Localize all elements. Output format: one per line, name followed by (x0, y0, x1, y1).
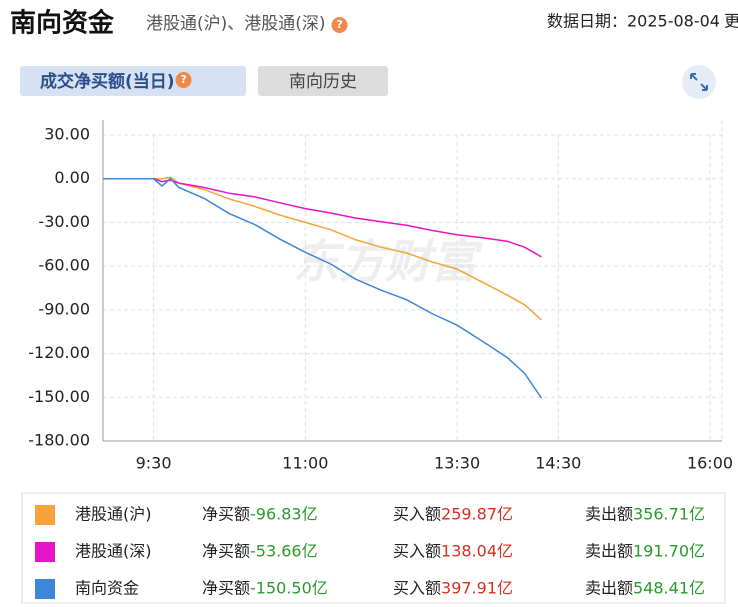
summary-sell-label: 卖出额 (585, 505, 633, 524)
subtitle: 港股通(沪)、港股通(深) (146, 14, 326, 34)
series-line (103, 177, 543, 399)
y-tick-label: -150.00 (28, 387, 90, 406)
help-icon (175, 72, 192, 88)
y-tick-label: -120.00 (28, 343, 90, 362)
x-tick-label: 14:30 (535, 454, 581, 473)
summary-buy-label: 买入额 (393, 579, 441, 598)
series-line (103, 177, 542, 258)
x-tick-label: 9:30 (136, 454, 172, 473)
legend-label: 港股通(深) (75, 542, 152, 561)
y-tick-label: -180.00 (28, 431, 90, 450)
y-tick-label: -30.00 (38, 212, 90, 231)
summary-sell: 548.41亿 (633, 579, 705, 598)
legend-label: 港股通(沪) (75, 505, 152, 524)
help-mark: ? (336, 18, 342, 31)
expand-icon (690, 73, 708, 91)
page-title: 南向资金 (10, 8, 115, 39)
more-link: 更 (724, 12, 738, 31)
help-icon (331, 17, 348, 33)
tab[interactable] (258, 66, 388, 96)
x-tick-label: 11:00 (282, 454, 328, 473)
summary-sell-label: 卖出额 (585, 579, 633, 598)
summary-buy: 138.04亿 (441, 542, 513, 561)
help-mark: ? (180, 73, 186, 86)
legend-swatch (35, 579, 55, 599)
summary-net-label: 净买额 (202, 505, 250, 524)
summary-buy-label: 买入额 (393, 505, 441, 524)
tab-label: 南向历史 (289, 72, 357, 92)
summary-sell: 356.71亿 (633, 505, 705, 524)
summary-buy: 397.91亿 (441, 579, 513, 598)
series-line (103, 176, 542, 321)
summary-net: -150.50亿 (250, 579, 328, 598)
summary-buy: 259.87亿 (441, 505, 513, 524)
summary-net: -96.83亿 (250, 505, 318, 524)
watermark: 东方财富 (293, 235, 484, 289)
legend-swatch (35, 542, 55, 562)
y-tick-label: 0.00 (54, 168, 90, 187)
summary-net-label: 净买额 (202, 579, 250, 598)
expand-button[interactable] (682, 65, 716, 99)
tab-active[interactable] (20, 66, 246, 96)
y-tick-label: -60.00 (38, 256, 90, 275)
y-tick-label: 30.00 (44, 125, 90, 144)
legend-swatch (35, 505, 55, 525)
x-tick-label: 16:00 (687, 454, 733, 473)
tab-label: 成交净买额(当日) (40, 71, 175, 92)
legend-label: 南向资金 (75, 579, 139, 598)
summary-sell: 191.70亿 (633, 542, 705, 561)
summary-box (21, 492, 726, 604)
date-label: 数据日期：2025-08-04 (547, 12, 720, 31)
x-tick-label: 13:30 (434, 454, 480, 473)
y-tick-label: -90.00 (38, 299, 90, 318)
summary-net: -53.66亿 (250, 542, 318, 561)
summary-sell-label: 卖出额 (585, 542, 633, 561)
summary-buy-label: 买入额 (393, 542, 441, 561)
summary-net-label: 净买额 (202, 542, 250, 561)
